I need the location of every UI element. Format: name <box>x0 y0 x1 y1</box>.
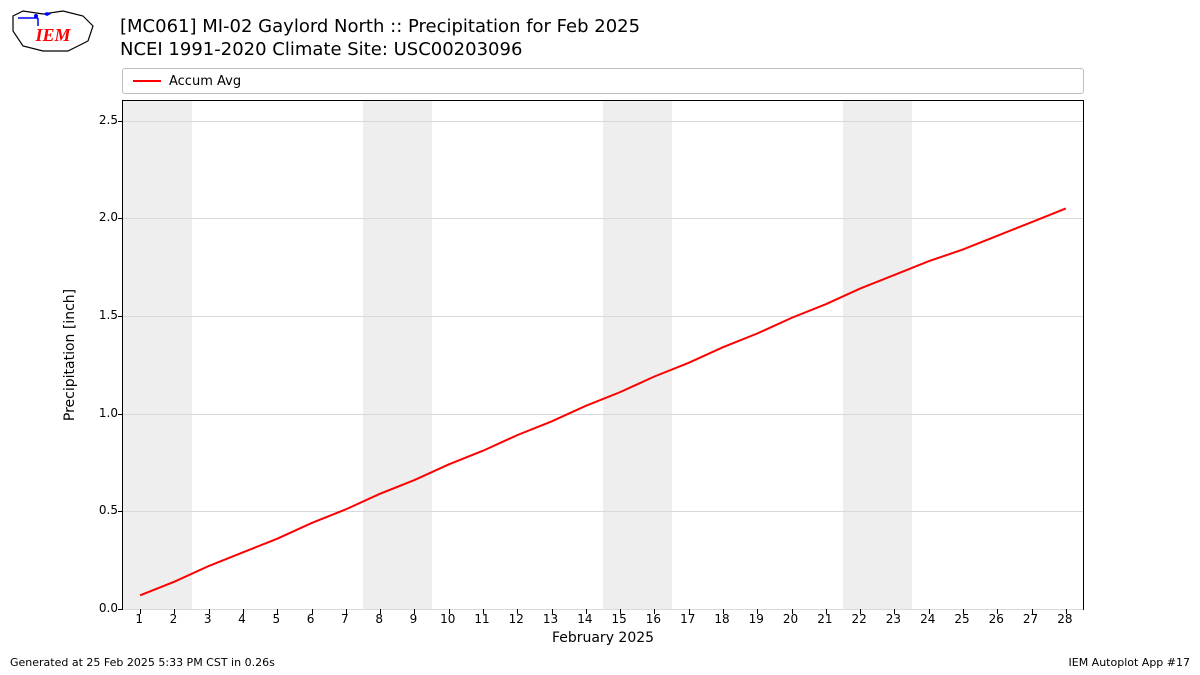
xtick-label: 24 <box>920 612 935 626</box>
ytick-mark <box>118 511 123 512</box>
y-axis-label: Precipitation [inch] <box>60 100 80 610</box>
xtick-label: 21 <box>817 612 832 626</box>
legend-swatch-accum-avg <box>133 80 161 82</box>
svg-text:IEM: IEM <box>34 25 71 45</box>
xtick-label: 10 <box>440 612 455 626</box>
xtick-label: 13 <box>543 612 558 626</box>
xtick-label: 26 <box>989 612 1004 626</box>
y-axis-label-text: Precipitation [inch] <box>62 289 78 421</box>
footer-generated: Generated at 25 Feb 2025 5:33 PM CST in … <box>10 656 275 669</box>
xtick-label: 22 <box>852 612 867 626</box>
page-root: IEM [MC061] MI-02 Gaylord North :: Preci… <box>0 0 1200 675</box>
ytick-mark <box>118 218 123 219</box>
legend-label-accum-avg: Accum Avg <box>169 74 241 89</box>
xtick-label: 11 <box>474 612 489 626</box>
xtick-label: 6 <box>307 612 315 626</box>
xtick-label: 23 <box>886 612 901 626</box>
footer-appid: IEM Autoplot App #17 <box>1069 656 1191 669</box>
xtick-label: 17 <box>680 612 695 626</box>
xtick-label: 12 <box>509 612 524 626</box>
xtick-label: 2 <box>170 612 178 626</box>
xtick-label: 27 <box>1023 612 1038 626</box>
xtick-label: 3 <box>204 612 212 626</box>
ytick-mark <box>118 316 123 317</box>
xtick-label: 16 <box>646 612 661 626</box>
xtick-label: 9 <box>410 612 418 626</box>
x-axis-label: February 2025 <box>122 630 1084 646</box>
iem-logo: IEM <box>8 6 98 56</box>
gridline-h <box>123 609 1083 610</box>
legend: Accum Avg <box>122 68 1084 94</box>
xtick-label: 8 <box>375 612 383 626</box>
xtick-label: 20 <box>783 612 798 626</box>
xtick-label: 18 <box>714 612 729 626</box>
ytick-mark <box>118 609 123 610</box>
ytick-label: 0.5 <box>78 503 118 517</box>
title-line-2: NCEI 1991-2020 Climate Site: USC00203096 <box>120 39 640 62</box>
xtick-label: 28 <box>1057 612 1072 626</box>
ytick-label: 1.0 <box>78 406 118 420</box>
ytick-label: 2.0 <box>78 210 118 224</box>
xtick-label: 19 <box>749 612 764 626</box>
series-line <box>140 208 1066 595</box>
ytick-mark <box>118 414 123 415</box>
xtick-label: 25 <box>954 612 969 626</box>
ytick-label: 0.0 <box>78 601 118 615</box>
ytick-label: 2.5 <box>78 113 118 127</box>
ytick-label: 1.5 <box>78 308 118 322</box>
ytick-mark <box>118 121 123 122</box>
xtick-label: 15 <box>612 612 627 626</box>
xtick-label: 7 <box>341 612 349 626</box>
chart-titles: [MC061] MI-02 Gaylord North :: Precipita… <box>120 16 640 61</box>
xtick-label: 1 <box>135 612 143 626</box>
title-line-1: [MC061] MI-02 Gaylord North :: Precipita… <box>120 16 640 39</box>
plot-area <box>122 100 1084 610</box>
xtick-label: 14 <box>577 612 592 626</box>
xtick-label: 4 <box>238 612 246 626</box>
xtick-label: 5 <box>272 612 280 626</box>
plot-svg <box>123 101 1083 609</box>
